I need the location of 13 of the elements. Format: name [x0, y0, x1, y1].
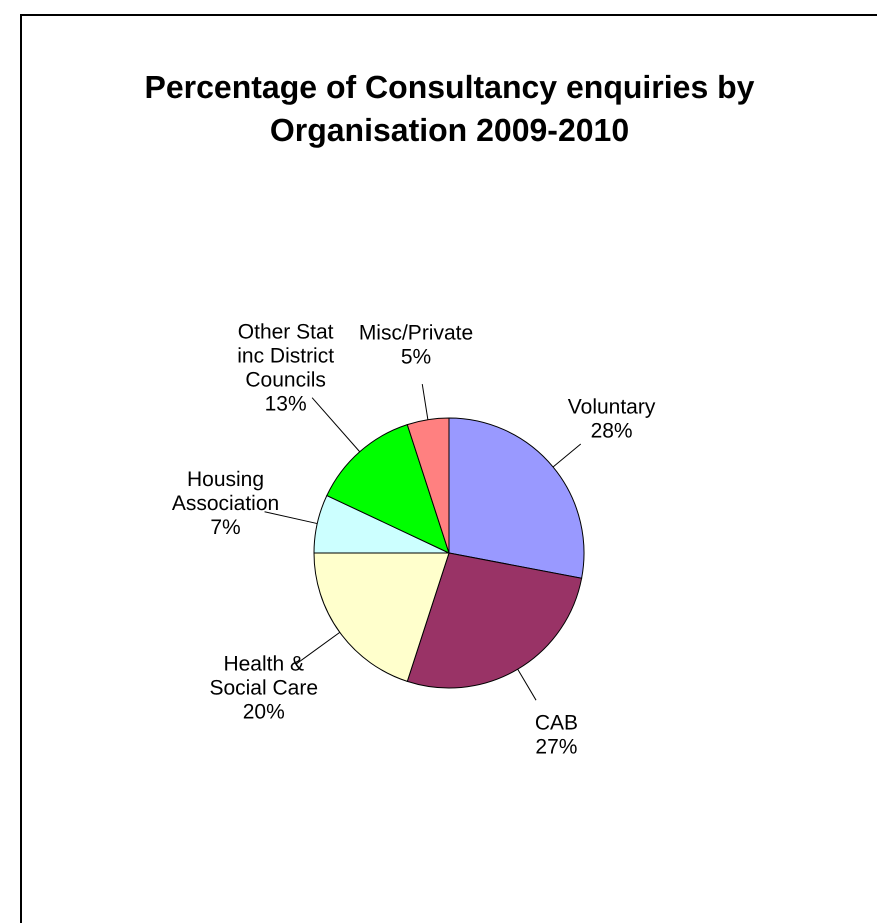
- data-label: 27%: [535, 735, 578, 758]
- slice-label: Voluntary: [568, 395, 656, 418]
- data-label: 20%: [242, 700, 285, 724]
- data-label: 7%: [210, 516, 241, 539]
- slice-label: CAB: [534, 711, 578, 734]
- slice-label: Housing Association: [172, 468, 280, 515]
- data-label: 5%: [400, 345, 432, 368]
- data-label: 13%: [264, 392, 307, 416]
- slice-label: Health & Social Care: [209, 652, 318, 700]
- slice-label: Other Stat inc District Councils: [237, 320, 334, 392]
- chart-title: Percentage of Consultancy enquiries by Organisation 2009-2010: [144, 68, 756, 150]
- slice-label: Misc/Private: [358, 321, 474, 344]
- data-label: 28%: [590, 419, 633, 442]
